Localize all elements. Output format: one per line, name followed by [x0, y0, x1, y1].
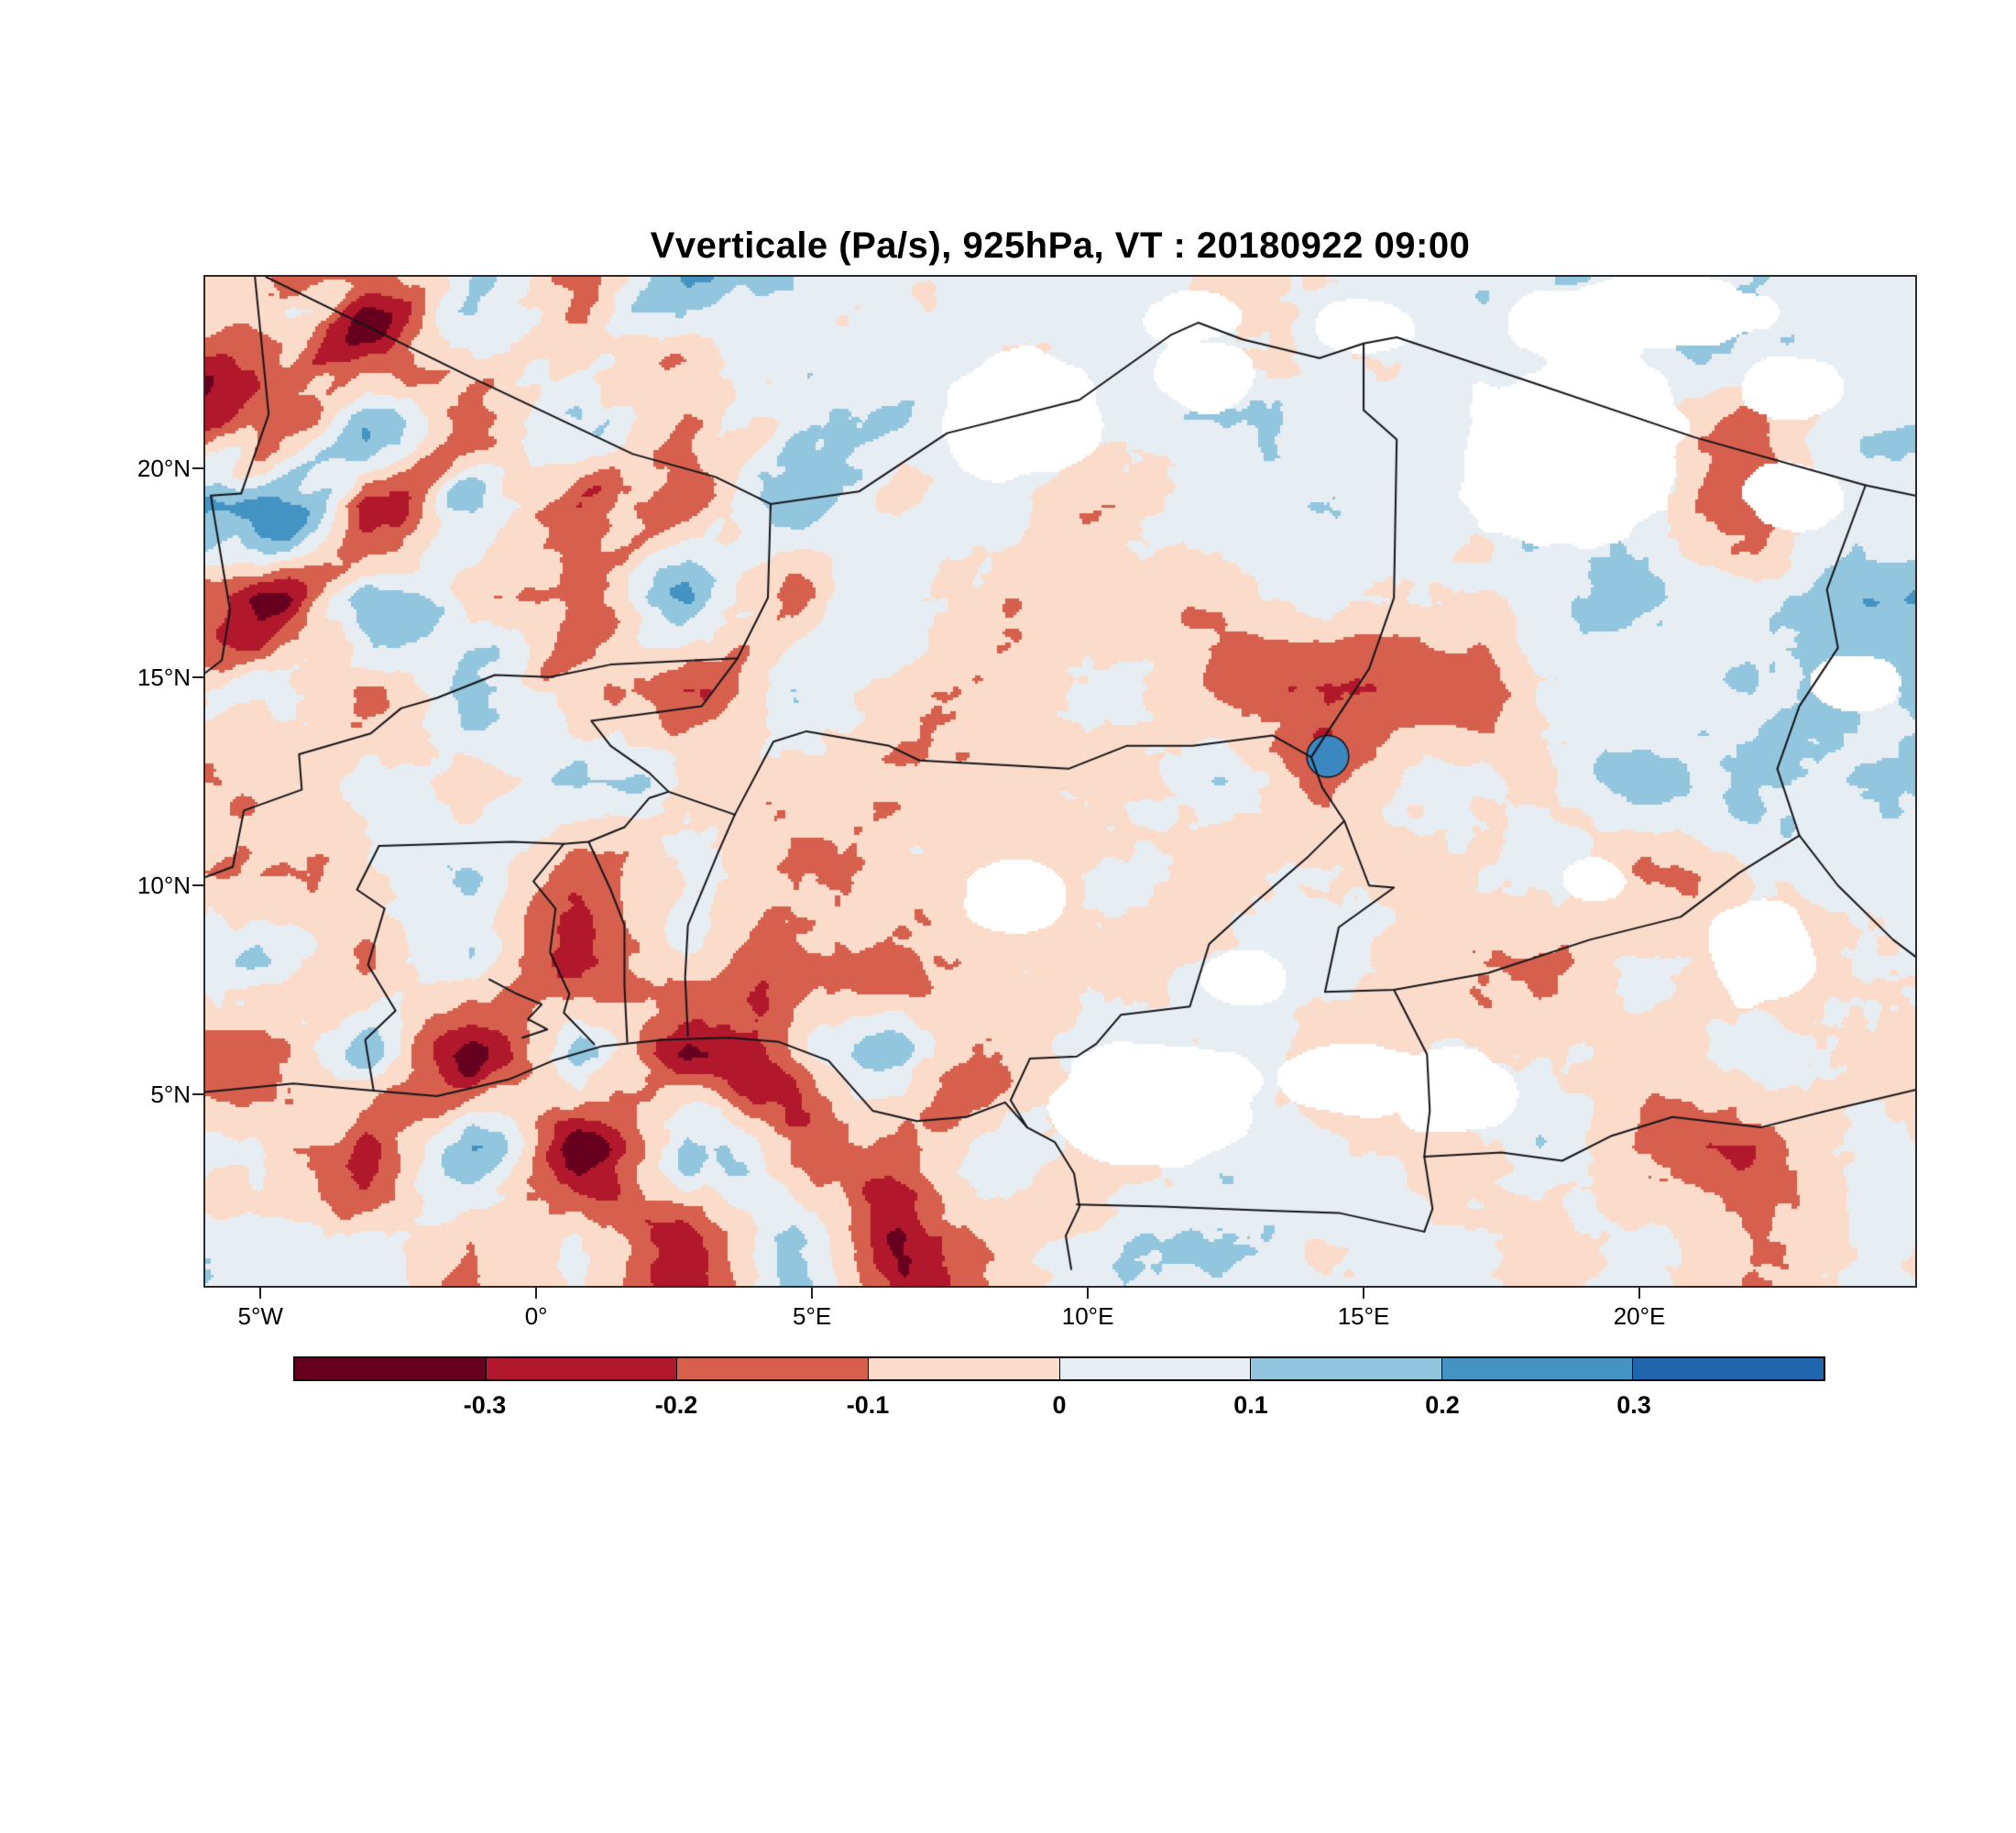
x-axis-tickmark [811, 1288, 814, 1299]
x-axis-tickmark [1087, 1288, 1090, 1299]
colorbar-segment [1251, 1358, 1442, 1379]
y-axis-tick-label: 10°N [137, 872, 191, 900]
x-axis-tickmark [535, 1288, 538, 1299]
y-axis-tick-label: 5°N [150, 1080, 191, 1108]
colorbar-tick-label: -0.1 [846, 1391, 890, 1419]
x-axis-tick-label: 0° [524, 1302, 548, 1330]
colorbar-segment [1059, 1358, 1252, 1379]
colorbar-tick-label: 0.3 [1616, 1391, 1651, 1419]
colorbar [293, 1356, 1825, 1381]
x-axis-tickmark [259, 1288, 262, 1299]
x-axis-tickmark [1363, 1288, 1365, 1299]
colorbar-segment [295, 1358, 487, 1379]
colorbar-tick-label: 0.1 [1233, 1391, 1268, 1419]
y-axis-tick-label: 20°N [137, 455, 191, 483]
colorbar-tick-label: 0 [1052, 1391, 1067, 1419]
y-axis-tickmark [192, 675, 203, 678]
map-frame [205, 277, 1915, 1286]
chart-title: Vverticale (Pa/s), 925hPa, VT : 20180922… [650, 225, 1471, 266]
colorbar-tick-label: 0.2 [1425, 1391, 1460, 1419]
x-axis-tickmark [1638, 1288, 1641, 1299]
y-axis-tickmark [192, 1092, 203, 1095]
y-axis-tickmark [192, 884, 203, 887]
x-axis-tick-label: 15°E [1337, 1302, 1390, 1330]
colorbar-segment [1633, 1358, 1824, 1379]
colorbar-segment [677, 1358, 869, 1379]
colorbar-tick-label: -0.2 [654, 1391, 698, 1419]
y-axis-tickmark [192, 467, 203, 470]
contour-map-canvas [205, 277, 1915, 1286]
x-axis-tick-label: 5°W [237, 1302, 283, 1330]
colorbar-tick-label: -0.3 [463, 1391, 507, 1419]
x-axis-tick-label: 20°E [1613, 1302, 1666, 1330]
x-axis-tick-label: 5°E [793, 1302, 832, 1330]
x-axis-tick-label: 10°E [1061, 1302, 1114, 1330]
colorbar-segment [486, 1358, 678, 1379]
colorbar-segment [868, 1358, 1060, 1379]
y-axis-tick-label: 15°N [137, 663, 191, 691]
colorbar-segment [1441, 1358, 1634, 1379]
